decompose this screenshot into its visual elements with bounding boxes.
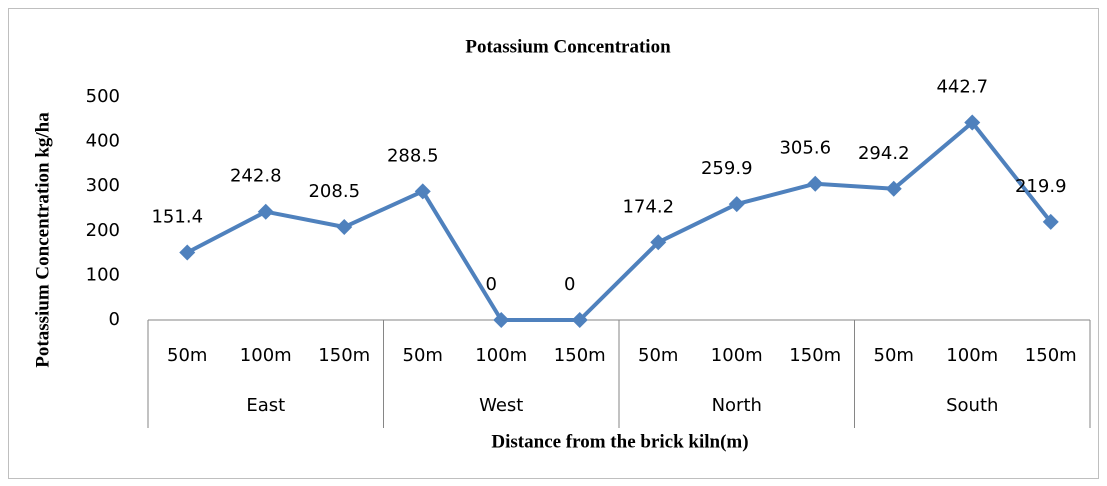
data-marker (414, 183, 431, 200)
x-tick-label: 150m (554, 345, 606, 366)
data-line (186, 120, 1053, 322)
y-tick-label: 300 (86, 175, 120, 196)
y-tick-label: 0 (109, 309, 120, 330)
chart-frame (8, 8, 1099, 479)
data-marker (179, 244, 196, 261)
data-marker (650, 234, 667, 251)
x-tick-label: 150m (789, 345, 841, 366)
data-marker (336, 219, 353, 236)
data-marker (493, 312, 510, 328)
data-label: 208.5 (308, 181, 360, 202)
x-tick-label: 100m (240, 345, 292, 366)
data-label: 219.9 (1015, 176, 1067, 197)
x-tick-label: 50m (403, 345, 443, 366)
x-axis-title: Distance from the brick kiln(m) (491, 431, 748, 452)
group-label: East (246, 395, 285, 416)
x-tick-label: 50m (638, 345, 678, 366)
x-tick-label: 100m (946, 345, 998, 366)
data-marker (964, 114, 981, 131)
data-label: 151.4 (151, 206, 203, 227)
group-label: North (712, 395, 762, 416)
data-marker (1042, 213, 1059, 230)
data-marker (885, 180, 902, 197)
x-tick-label: 150m (318, 345, 370, 366)
chart-title: Potassium Concentration (465, 36, 671, 57)
y-axis-title: Potassium Concentration kg/ha (32, 112, 53, 368)
data-label: 305.6 (779, 138, 831, 159)
y-tick-label: 100 (86, 264, 120, 285)
data-label: 288.5 (387, 145, 439, 166)
data-marker (807, 175, 824, 192)
y-tick-label: 200 (86, 220, 120, 241)
x-tick-label: 100m (711, 345, 763, 366)
data-label: 259.9 (701, 158, 753, 179)
group-label: South (946, 395, 998, 416)
x-tick-label: 50m (874, 345, 914, 366)
group-label: West (479, 395, 523, 416)
data-label: 174.2 (622, 196, 674, 217)
x-tick-label: 100m (475, 345, 527, 366)
data-label: 294.2 (858, 143, 910, 164)
y-tick-label: 400 (86, 131, 120, 152)
data-marker (257, 203, 274, 220)
data-marker (728, 196, 745, 213)
data-label: 0 (486, 274, 497, 295)
data-marker (571, 312, 588, 328)
data-label: 242.8 (230, 166, 282, 187)
y-tick-label: 500 (86, 86, 120, 107)
data-label: 442.7 (936, 77, 988, 98)
data-label: 0 (564, 274, 575, 295)
x-tick-label: 50m (167, 345, 207, 366)
x-tick-label: 150m (1025, 345, 1077, 366)
